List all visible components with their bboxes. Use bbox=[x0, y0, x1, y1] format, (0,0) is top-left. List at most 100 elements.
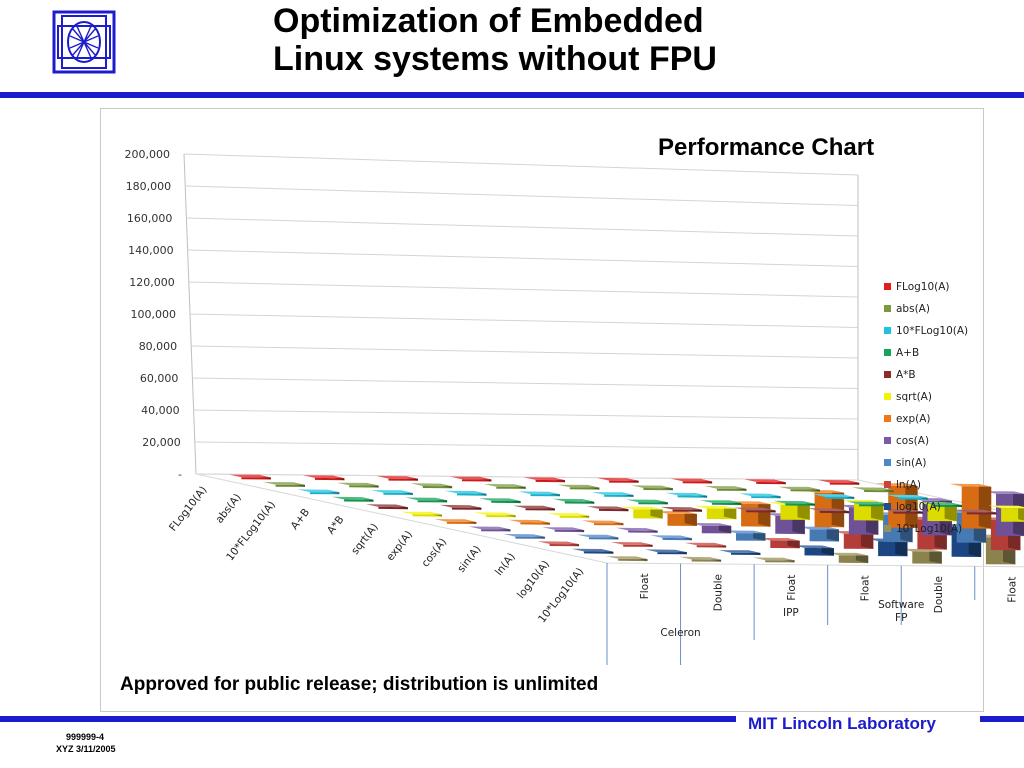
bar-top-face bbox=[886, 494, 928, 498]
bar-top-face bbox=[880, 508, 923, 512]
bar-top-face bbox=[733, 507, 776, 511]
bar bbox=[778, 486, 820, 492]
bar-top-face bbox=[331, 496, 374, 500]
bar-top-face bbox=[581, 520, 624, 524]
bar bbox=[817, 479, 860, 485]
bar bbox=[851, 487, 894, 493]
bar-top-face bbox=[473, 512, 516, 516]
y-tick-label: 180,000 bbox=[126, 180, 172, 193]
bar bbox=[449, 476, 492, 482]
category-tick-label: Float bbox=[859, 575, 871, 601]
bar-top-face bbox=[336, 482, 379, 486]
bar-top-face bbox=[812, 494, 855, 497]
bar bbox=[229, 474, 271, 480]
bar-top-face bbox=[297, 489, 340, 493]
y-tick-label: 140,000 bbox=[128, 244, 174, 257]
y-tick-label: - bbox=[178, 468, 182, 481]
bar bbox=[718, 550, 761, 555]
series-axis-label: sin(A) bbox=[455, 544, 483, 575]
bar-top-face bbox=[376, 475, 418, 479]
gridline bbox=[189, 313, 859, 328]
legend-swatch bbox=[884, 415, 891, 422]
bar bbox=[596, 477, 639, 483]
legend-item: log10(A) bbox=[884, 501, 941, 513]
category-group-label: IPP bbox=[783, 607, 799, 619]
bar bbox=[826, 552, 869, 564]
bar bbox=[920, 502, 962, 508]
series-axis-label: A+B bbox=[289, 506, 313, 532]
bar bbox=[631, 485, 673, 491]
bar-top-face bbox=[302, 475, 345, 479]
legend-label: A*B bbox=[896, 369, 916, 381]
bar-top-face bbox=[679, 556, 722, 560]
bar-top-face bbox=[954, 509, 997, 513]
bar-top-face bbox=[405, 497, 448, 501]
bar-top-face bbox=[660, 506, 702, 510]
bar bbox=[473, 512, 516, 518]
bar bbox=[297, 489, 340, 495]
chart-floor bbox=[195, 473, 1024, 568]
bar-top-face bbox=[400, 511, 442, 515]
bar bbox=[581, 520, 624, 526]
bar bbox=[807, 508, 850, 514]
legend-item: sin(A) bbox=[884, 457, 926, 469]
bar bbox=[733, 507, 776, 513]
gridline bbox=[183, 153, 859, 176]
bar-top-face bbox=[778, 486, 820, 490]
footer-divider-right bbox=[980, 716, 1024, 722]
legend-swatch bbox=[884, 305, 891, 312]
bar bbox=[792, 545, 834, 556]
bar-top-face bbox=[665, 492, 708, 496]
bar-side-face bbox=[860, 531, 874, 549]
legend-item: exp(A) bbox=[884, 413, 931, 425]
series-axis-label: cos(A) bbox=[419, 536, 449, 569]
chart-frame bbox=[100, 108, 984, 712]
legend-label: log10(A) bbox=[896, 501, 941, 513]
bar bbox=[743, 479, 786, 485]
bar-top-face bbox=[434, 519, 477, 522]
bar bbox=[949, 483, 992, 529]
bar bbox=[757, 537, 800, 549]
bar-top-face bbox=[738, 493, 781, 497]
bar bbox=[605, 556, 648, 562]
series-axis-label: abs(A) bbox=[213, 492, 243, 526]
legend-swatch bbox=[884, 525, 891, 532]
y-tick-label: 200,000 bbox=[125, 148, 171, 161]
legend-label: exp(A) bbox=[896, 413, 931, 425]
bar bbox=[468, 526, 511, 532]
legend-label: 10*FLog10(A) bbox=[896, 325, 968, 337]
legend-swatch bbox=[884, 437, 891, 444]
bar-top-face bbox=[920, 502, 962, 506]
lab-name: MIT Lincoln Laboratory bbox=[748, 714, 936, 733]
bar bbox=[610, 542, 653, 547]
bar bbox=[513, 505, 555, 511]
bar bbox=[626, 499, 668, 505]
bar-top-face bbox=[807, 508, 850, 512]
bar bbox=[518, 491, 560, 497]
gridline bbox=[187, 249, 859, 267]
bar-top-face bbox=[983, 491, 1024, 495]
y-tick-label: 20,000 bbox=[142, 436, 181, 449]
legend-label: abs(A) bbox=[896, 303, 930, 315]
bar-top-face bbox=[723, 530, 766, 534]
bar-top-face bbox=[615, 527, 658, 531]
bar-side-face bbox=[723, 506, 737, 520]
bar bbox=[405, 497, 448, 503]
bar bbox=[645, 549, 687, 555]
legend-label: 10*Log10(A) bbox=[896, 523, 962, 535]
bar-top-face bbox=[439, 504, 482, 508]
bar-top-face bbox=[537, 541, 579, 545]
bar-side-face bbox=[929, 549, 942, 564]
bar bbox=[557, 484, 600, 490]
legend-swatch bbox=[884, 283, 891, 290]
bar-top-face bbox=[518, 491, 560, 495]
category-tick-label: Float bbox=[639, 573, 651, 599]
y-tick-label: 40,000 bbox=[141, 404, 180, 417]
legend-item: ln(A) bbox=[884, 479, 921, 491]
bar bbox=[508, 519, 550, 525]
bar-side-face bbox=[1018, 505, 1024, 521]
legend-item: A+B bbox=[884, 347, 919, 359]
bar bbox=[655, 511, 697, 526]
bar-top-face bbox=[523, 477, 565, 481]
